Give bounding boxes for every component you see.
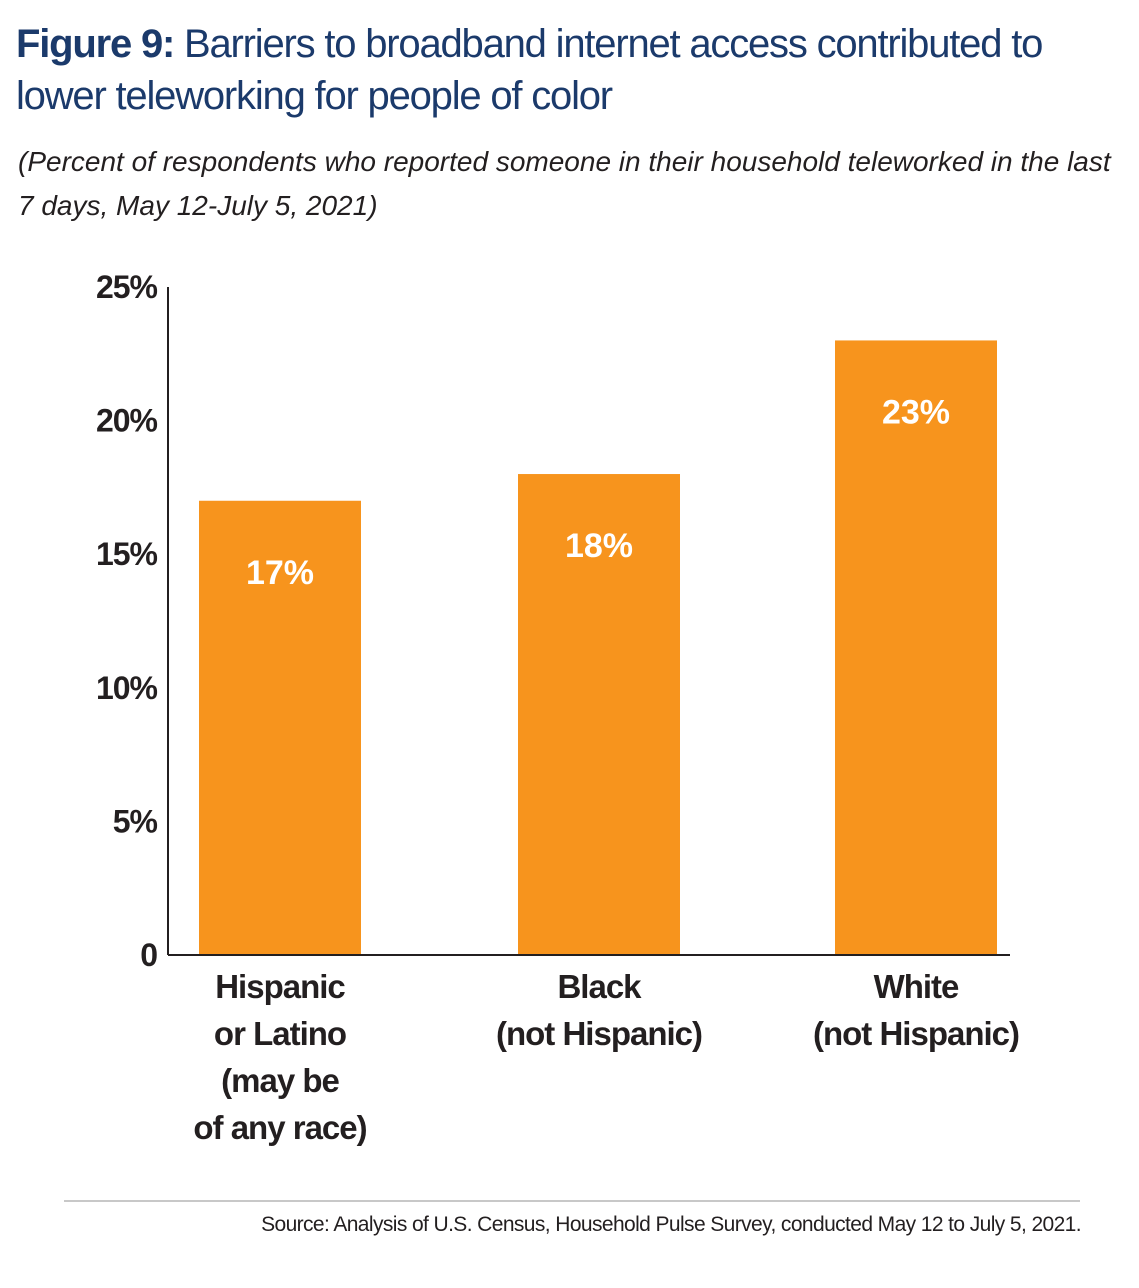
y-tick-label: 25%	[96, 269, 158, 305]
category-label-line: Hispanic	[215, 968, 345, 1005]
chart-title: Figure 9: Barriers to broadband internet…	[16, 18, 1126, 122]
bar-data-label: 23%	[882, 393, 950, 431]
category-label-line: Black	[557, 968, 642, 1005]
figure-label: Figure 9:	[16, 22, 175, 66]
y-tick-label: 20%	[96, 403, 158, 439]
footer-divider	[64, 1200, 1080, 1202]
category-labels: Hispanic or Latino (may be of any race) Blac…	[193, 968, 1020, 1146]
category-label-line: of any race)	[193, 1109, 366, 1146]
category-label-line: White	[874, 968, 959, 1005]
bar-data-label: 17%	[246, 554, 314, 592]
y-tick-labels: 0 5% 10% 15% 20% 25%	[96, 269, 159, 973]
category-label-line: (not Hispanic)	[496, 1015, 702, 1052]
bar	[835, 340, 997, 955]
y-tick-label: 0	[140, 937, 157, 973]
category-label-line: or Latino	[214, 1015, 346, 1052]
category-label-line: (not Hispanic)	[813, 1015, 1019, 1052]
bars-group: 17% 18% 23%	[199, 340, 997, 955]
source-note: Source: Analysis of U.S. Census, Househo…	[261, 1213, 1082, 1236]
bar	[199, 500, 361, 955]
category-label: White (not Hispanic)	[813, 968, 1019, 1052]
category-label: Hispanic or Latino (may be of any race)	[193, 968, 366, 1146]
y-tick-label: 15%	[96, 536, 158, 572]
chart-subtitle: (Percent of respondents who reported som…	[18, 146, 1111, 221]
category-label: Black (not Hispanic)	[496, 968, 702, 1052]
category-label-line: (may be	[221, 1062, 339, 1099]
y-tick-label: 10%	[96, 670, 158, 706]
figure-title: Barriers to broadband internet access co…	[16, 22, 1043, 118]
bar	[518, 474, 680, 955]
bar-data-label: 18%	[565, 527, 633, 565]
y-tick-label: 5%	[113, 803, 158, 839]
